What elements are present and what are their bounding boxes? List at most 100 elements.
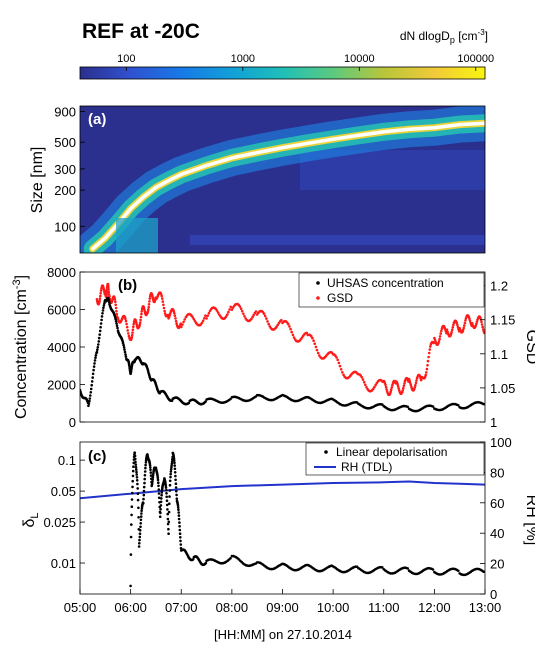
- gsd-point: [440, 329, 443, 333]
- panel-b-ylabel-left-main: Concentration [cm: [13, 289, 30, 419]
- panel-a-y-tick-label: 200: [54, 183, 76, 198]
- depol-point: [129, 535, 133, 539]
- gsd-point: [191, 316, 195, 319]
- depol-point: [168, 479, 172, 483]
- depol-point: [135, 473, 138, 476]
- depol-point: [129, 584, 132, 588]
- colorbar-label-exp: -3: [478, 28, 486, 37]
- depol-point: [173, 467, 177, 471]
- depol-point: [179, 539, 182, 543]
- gsd-point: [147, 305, 150, 309]
- gsd-point: [427, 351, 431, 355]
- x-tick-label: 13:00: [469, 600, 502, 615]
- depol-point: [130, 498, 134, 501]
- gsd-point: [147, 308, 150, 312]
- gsd-point: [216, 311, 220, 314]
- colorbar: [79, 66, 486, 80]
- uhsas-point: [101, 312, 104, 315]
- panel-b-right-tick-label: 1.2: [490, 279, 508, 294]
- depol-point: [159, 507, 162, 511]
- depol-point: [165, 495, 168, 499]
- depol-point: [179, 543, 183, 546]
- colorbar-label-close: ]: [485, 29, 488, 43]
- gsd-point: [468, 319, 472, 323]
- depol-point: [177, 514, 181, 517]
- gsd-point: [242, 312, 245, 316]
- depol-point: [151, 476, 155, 479]
- gsd-point: [361, 378, 365, 381]
- gsd-point: [204, 314, 207, 318]
- gsd-point: [206, 314, 209, 318]
- x-tick-label: 10:00: [317, 600, 350, 615]
- gsd-point: [471, 322, 474, 325]
- gsd-point: [483, 331, 485, 335]
- uhsas-point: [96, 346, 100, 349]
- panel-b-legend-box: [298, 272, 485, 308]
- panel-c-ylabel-left: δL: [21, 512, 41, 527]
- gsd-point: [207, 311, 211, 315]
- gsd-point: [124, 319, 128, 323]
- gsd-point: [254, 310, 258, 313]
- panel-c-left-tick-label: 0.05: [51, 484, 76, 499]
- uhsas-point: [121, 341, 125, 345]
- gsd-point: [127, 332, 130, 335]
- gsd-point: [99, 294, 102, 298]
- gsd-point: [229, 305, 232, 309]
- gsd-point: [362, 380, 366, 384]
- gsd-point: [138, 321, 142, 324]
- depol-point: [406, 567, 410, 570]
- gsd-point: [201, 319, 205, 323]
- depol-point: [174, 474, 177, 478]
- gsd-point: [461, 328, 465, 332]
- depol-point: [143, 470, 147, 473]
- depol-point: [133, 454, 137, 458]
- gsd-point: [107, 288, 110, 291]
- panel-a-frame: [79, 105, 486, 254]
- depol-point: [164, 486, 168, 489]
- depol-point: [168, 489, 172, 492]
- depol-point: [178, 521, 181, 524]
- depol-point: [134, 465, 138, 469]
- panel-c-ylabel-left-sub: L: [29, 512, 41, 518]
- depol-point: [136, 482, 139, 486]
- gsd-point: [480, 323, 484, 326]
- panel-b-left-tick-label: 4000: [47, 340, 76, 355]
- gsd-point: [414, 381, 418, 385]
- gsd-point: [175, 322, 178, 326]
- depol-point: [131, 485, 134, 489]
- gsd-point: [463, 324, 466, 327]
- gsd-point: [180, 325, 183, 329]
- x-tick-label: 09:00: [266, 600, 299, 615]
- gsd-point: [132, 325, 135, 329]
- panel-b-ylabel-left-exp: -3: [11, 279, 23, 289]
- uhsas-point: [116, 326, 119, 330]
- gsd-point: [449, 332, 453, 336]
- legend-marker-uhsas: [316, 281, 320, 285]
- gsd-point: [360, 376, 364, 379]
- gsd-point: [316, 351, 320, 355]
- colorbar-tick-label: 1000: [231, 53, 255, 65]
- gsd-point: [402, 386, 405, 390]
- x-axis-label: [HH:MM] on 27.10.2014: [214, 627, 352, 642]
- gsd-point: [341, 371, 344, 374]
- gsd-point: [146, 310, 150, 314]
- gsd-point: [336, 358, 340, 362]
- uhsas-point: [406, 405, 410, 409]
- depol-point: [164, 484, 168, 487]
- gsd-point: [139, 318, 142, 322]
- gsd-point: [384, 383, 387, 387]
- gsd-point: [426, 359, 430, 363]
- depol-point: [204, 561, 208, 565]
- gsd-point: [131, 328, 135, 332]
- depol-point: [168, 483, 172, 487]
- depol-point: [131, 479, 134, 483]
- uhsas-point: [94, 356, 97, 360]
- depol-point: [177, 511, 180, 514]
- gsd-point: [428, 348, 432, 351]
- gsd-point: [115, 309, 118, 313]
- depol-point: [165, 492, 168, 495]
- panel-b-left-ticks: 0 2000 4000 6000 8000: [47, 265, 85, 430]
- uhsas-point: [123, 350, 127, 354]
